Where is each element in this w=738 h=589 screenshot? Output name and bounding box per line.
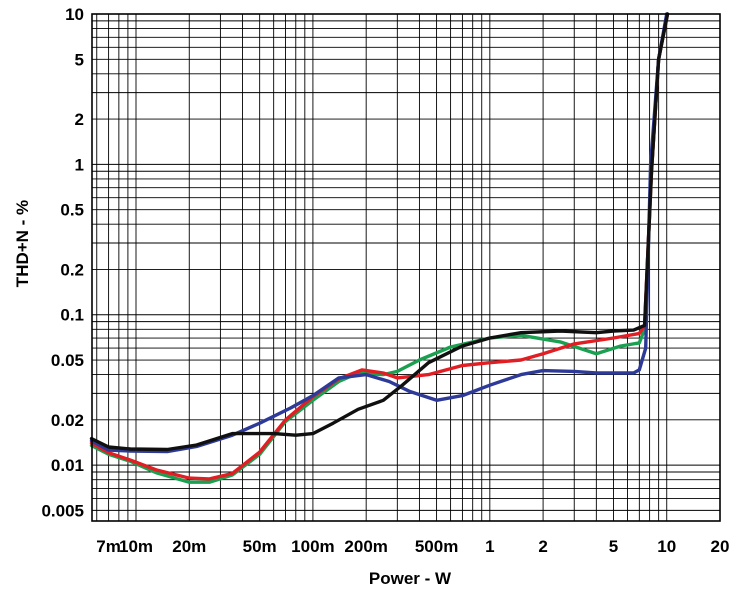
y-tick-label: 2	[75, 110, 84, 129]
data-series	[89, 12, 670, 484]
y-tick-label: 1	[75, 155, 84, 174]
x-tick-label: 10	[657, 537, 676, 556]
series-line-4	[89, 12, 670, 452]
series-line-3	[89, 12, 669, 454]
y-tick-label: 0.1	[60, 306, 84, 325]
y-tick-label: 0.5	[60, 201, 84, 220]
x-tick-label: 2	[538, 537, 547, 556]
x-tick-label: 100m	[291, 537, 334, 556]
y-tick-labels: 0.005 0.01 0.02 0.05 0.1 0.2 0.5 1 2 5 10	[41, 5, 84, 520]
y-tick-label: 0.2	[60, 260, 84, 279]
x-tick-label: 50m	[243, 537, 277, 556]
y-tick-label: 0.005	[41, 501, 84, 520]
plot-frame	[91, 13, 721, 522]
x-axis-title: Power - W	[369, 569, 452, 588]
y-tick-label: 0.02	[51, 411, 84, 430]
x-tick-label: 5	[609, 537, 618, 556]
y-tick-label: 0.05	[51, 351, 84, 370]
y-tick-label: 5	[75, 50, 84, 69]
x-tick-label: 500m	[415, 537, 458, 556]
y-axis-title: THD+N - %	[13, 200, 32, 287]
x-tick-label: 10m	[119, 537, 153, 556]
series-line-1	[89, 12, 670, 484]
y-tick-label: 0.01	[51, 456, 84, 475]
x-tick-label: 200m	[344, 537, 387, 556]
x-tick-label: 7m	[96, 537, 121, 556]
x-tick-label: 1	[485, 537, 494, 556]
x-tick-label: 20	[711, 537, 730, 556]
grid-lines	[92, 13, 721, 521]
series-line-2	[89, 12, 670, 481]
y-tick-label: 10	[65, 5, 84, 24]
x-tick-label: 20m	[172, 537, 206, 556]
